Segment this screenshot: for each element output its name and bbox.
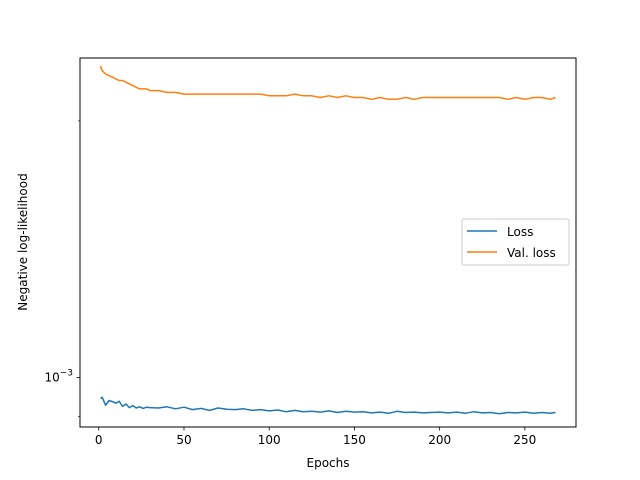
x-tick-label: 150	[343, 433, 366, 447]
series-layer	[99, 65, 556, 415]
y-axis: 10−3	[44, 120, 80, 417]
x-tick-label: 100	[258, 433, 281, 447]
series-line-val-loss	[99, 65, 556, 101]
y-axis-label: Negative log-likelihood	[16, 173, 30, 310]
legend-val-loss-label: Val. loss	[507, 246, 556, 260]
x-tick-label: 200	[428, 433, 451, 447]
x-tick-label: 0	[95, 433, 103, 447]
x-axis: 0 50 100 150 200 250	[95, 427, 536, 447]
x-tick-label: 250	[513, 433, 536, 447]
plot-frame	[79, 57, 577, 428]
y-tick-label: 10−3	[44, 369, 73, 385]
legend: Loss Val. loss	[461, 218, 570, 266]
x-axis-label: Epochs	[307, 456, 350, 470]
series-line-loss	[100, 396, 556, 415]
x-tick-label: 50	[176, 433, 191, 447]
legend-loss-label: Loss	[507, 225, 533, 239]
